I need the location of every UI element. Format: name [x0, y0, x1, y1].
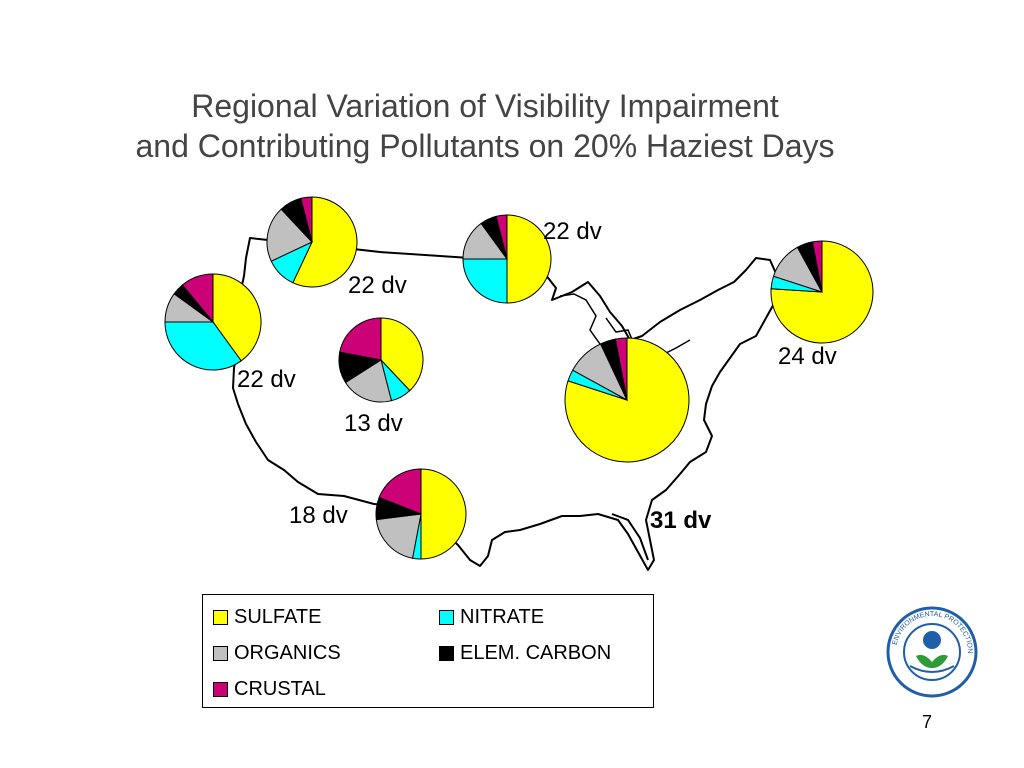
title-line-1: Regional Variation of Visibility Impairm… [191, 88, 779, 124]
legend-swatch-crustal [213, 681, 228, 697]
legend-label-organics: ORGANICS [234, 642, 341, 664]
pie-label-southwest: 18 dv [289, 502, 348, 529]
legend-swatch-elem-carbon [439, 645, 454, 661]
pie-southeast [564, 337, 690, 463]
pie-label-northeast: 24 dv [778, 343, 837, 370]
slide-title: Regional Variation of Visibility Impairm… [0, 86, 970, 166]
epa-seal-logo: ENVIRONMENTAL PROTECTION [886, 606, 978, 698]
pie-slice-southwest-crustal [378, 468, 422, 515]
florida-outline [611, 513, 649, 561]
pie-slice-southeast-crustal [614, 337, 628, 401]
pie-label-southeast: 31 dv [650, 507, 712, 534]
pie-slice-california-sulfate [212, 273, 262, 362]
pie-slice-northwest-sulfate [292, 196, 358, 288]
pie-label-northern-plains: 22 dv [543, 218, 602, 245]
pie-california [164, 273, 262, 371]
pie-slice-california-crustal [181, 273, 214, 324]
pie-slice-northern-plains-nitrate [462, 258, 508, 304]
page-number: 7 [922, 712, 933, 732]
pie-slice-northeast-crustal [811, 240, 823, 293]
pie-slice-intermountain-crustal [339, 317, 382, 361]
pie-label-northwest: 22 dv [348, 272, 407, 299]
legend-item-crustal: CRUSTAL [213, 677, 326, 701]
title-line-2: and Contributing Pollutants on 20% Hazie… [135, 128, 835, 164]
pie-slice-northwest-organics [266, 208, 313, 262]
pie-slice-intermountain-sulfate [380, 317, 424, 392]
legend-label-nitrate: NITRATE [460, 606, 545, 628]
legend-label-elem-carbon: ELEM. CARBON [460, 642, 612, 664]
legend-label-crustal: CRUSTAL [234, 678, 326, 700]
pie-slice-california-nitrate [164, 321, 242, 371]
pie-label-california: 22 dv [237, 366, 296, 393]
pie-slice-southwest-organics [375, 513, 422, 559]
pie-slice-northern-plains-sulfate [506, 214, 552, 304]
legend-item-elem-carbon: ELEM. CARBON [439, 641, 611, 665]
legend-item-nitrate: NITRATE [439, 605, 544, 629]
legend-label-sulfate: SULFATE [234, 606, 322, 628]
legend-swatch-sulfate [213, 609, 228, 625]
legend-swatch-nitrate [439, 609, 454, 625]
pie-northeast [770, 240, 874, 344]
legend-item-sulfate: SULFATE [213, 605, 321, 629]
pie-slice-northwest-crustal [300, 196, 313, 243]
pie-intermountain [338, 317, 424, 403]
legend-item-organics: ORGANICS [213, 641, 341, 665]
legend: SULFATE NITRATE ORGANICS ELEM. CARBON CR… [202, 594, 654, 708]
pie-southwest [375, 468, 467, 560]
pie-slice-intermountain-organics [344, 359, 393, 403]
pie-slice-northern-plains-crustal [495, 214, 508, 260]
pie-slice-southwest-sulfate [420, 468, 467, 560]
pie-northwest [266, 196, 358, 288]
us-outline [232, 237, 779, 571]
pie-label-intermountain: 13 dv [344, 410, 403, 437]
legend-swatch-organics [213, 645, 228, 661]
pie-northern-plains [462, 214, 552, 304]
